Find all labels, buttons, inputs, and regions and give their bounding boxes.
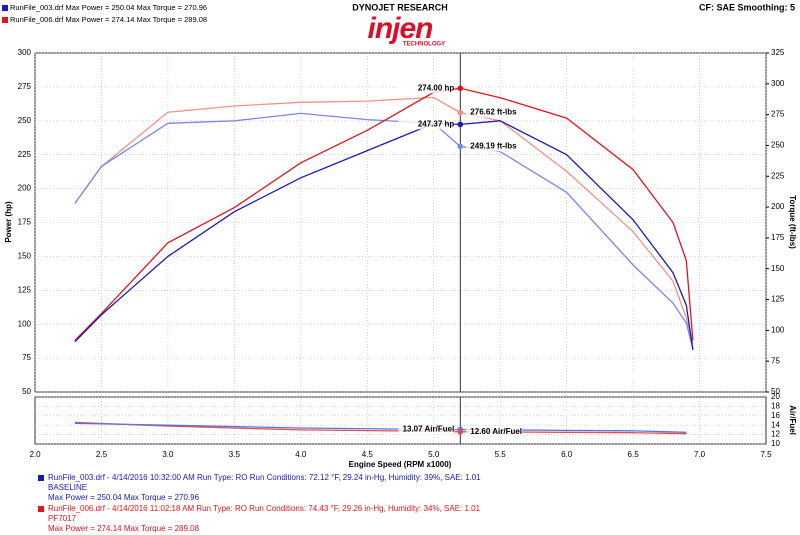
x-axis-title: Engine Speed (RPM x1000) — [349, 460, 452, 469]
x-tick-label: 3.5 — [229, 450, 241, 459]
y2-axis-title: Torque (ft-lbs) — [788, 195, 797, 249]
x-tick-label: 5.0 — [428, 450, 440, 459]
y2-tick-label: 200 — [771, 202, 785, 211]
x-tick-label: 2.5 — [96, 450, 108, 459]
x-tick-label: 2.0 — [29, 450, 41, 459]
run-swatch — [38, 506, 44, 512]
y2-tick-label: 275 — [771, 110, 785, 119]
series-line — [74, 112, 694, 350]
x-tick-label: 4.0 — [295, 450, 307, 459]
run-detail: RunFile_006.drf - 4/14/2016 11:02:18 AM … — [48, 504, 481, 513]
series-line — [74, 120, 694, 351]
y2-tick-label: 225 — [771, 171, 785, 180]
afr-axis-title: Air/Fuel — [788, 405, 797, 435]
y2-tick-label: 75 — [771, 356, 780, 365]
run-detail: PF7017 — [48, 514, 77, 523]
plot-frame — [34, 396, 767, 445]
cursor-dot — [457, 109, 464, 116]
x-tick-label: 7.0 — [694, 450, 706, 459]
run-detail: RunFile_003.drf - 4/14/2016 10:32:00 AM … — [48, 473, 481, 482]
y2-tick-label: 125 — [771, 295, 785, 304]
annotation-bg — [398, 424, 455, 435]
series-line — [74, 96, 694, 345]
logo: injen — [367, 12, 433, 45]
run-detail: Max Power = 250.04 Max Torque = 270.96 — [48, 493, 200, 502]
run-swatch — [38, 475, 44, 481]
logo-subtitle: TECHNOLOGY — [403, 42, 445, 48]
series-line — [74, 87, 694, 341]
x-tick-label: 6.0 — [561, 450, 573, 459]
y2-tick-label: 12 — [771, 430, 780, 439]
y-axis-title: Power (hp) — [4, 201, 13, 243]
y-tick-label: 75 — [22, 353, 31, 362]
y-tick-label: 150 — [18, 252, 32, 261]
y2-tick-label: 325 — [771, 48, 785, 57]
y2-tick-label: 14 — [771, 420, 780, 429]
run-detail: Max Power = 274.14 Max Torque = 289.08 — [48, 524, 200, 533]
chart-title: DYNOJET RESEARCH — [352, 2, 448, 12]
y-tick-label: 275 — [18, 82, 32, 91]
cursor-dot — [457, 143, 464, 150]
run-header: RunFile_003.drf Max Power = 250.04 Max T… — [10, 3, 207, 12]
y2-tick-label: 150 — [771, 264, 785, 273]
annotation-bg — [398, 119, 455, 130]
annotation: 276.62 ft-lbs — [470, 108, 517, 117]
run-header: RunFile_006.drf Max Power = 274.14 Max T… — [10, 15, 207, 24]
y2-tick-label: 20 — [771, 392, 780, 401]
x-tick-label: 5.5 — [495, 450, 507, 459]
y-tick-label: 250 — [18, 116, 32, 125]
y2-tick-label: 300 — [771, 79, 785, 88]
run-swatch — [2, 5, 8, 11]
y-tick-label: 300 — [18, 48, 32, 57]
annotation: 274.00 hp — [418, 83, 455, 92]
y2-tick-label: 100 — [771, 325, 785, 334]
run-swatch — [2, 17, 8, 23]
cursor-dot — [457, 428, 464, 435]
y-tick-label: 175 — [18, 218, 32, 227]
x-tick-label: 3.0 — [162, 450, 174, 459]
annotation: 249.19 ft-lbs — [470, 142, 517, 151]
y-tick-label: 225 — [18, 150, 32, 159]
annotation-bg — [398, 83, 455, 94]
annotation-bg — [466, 141, 523, 152]
settings-label: CF: SAE Smoothing: 5 — [699, 2, 795, 12]
series-line — [74, 421, 687, 435]
cursor-dot — [457, 121, 464, 128]
annotation: 247.37 hp — [418, 119, 455, 128]
x-tick-label: 7.5 — [760, 450, 772, 459]
annotation-bg — [466, 426, 523, 437]
annotation: 13.07 Air/Fuel — [403, 425, 455, 434]
y2-tick-label: 10 — [771, 439, 780, 448]
annotation: 12.60 Air/Fuel — [470, 427, 522, 436]
y2-tick-label: 50 — [771, 387, 780, 396]
y-tick-label: 200 — [18, 184, 32, 193]
y2-tick-label: 16 — [771, 411, 780, 420]
cursor-dot — [457, 85, 464, 92]
y2-tick-label: 250 — [771, 141, 785, 150]
x-tick-label: 6.5 — [628, 450, 640, 459]
x-tick-label: 4.5 — [362, 450, 374, 459]
y-tick-label: 125 — [18, 285, 32, 294]
y-tick-label: 100 — [18, 319, 32, 328]
run-detail: BASELINE — [48, 483, 87, 492]
annotation-bg — [466, 107, 523, 118]
y2-tick-label: 175 — [771, 233, 785, 242]
y-tick-label: 50 — [22, 387, 31, 396]
y2-tick-label: 18 — [771, 402, 780, 411]
